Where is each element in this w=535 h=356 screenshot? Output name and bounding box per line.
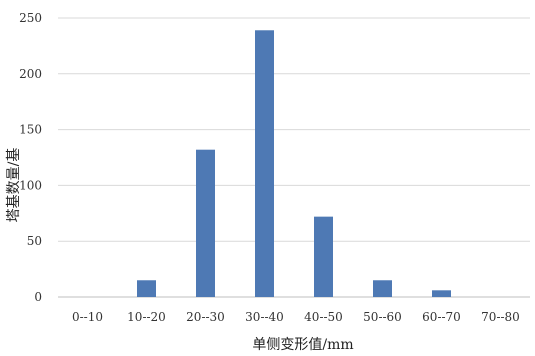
x-tick-label: 50--60 bbox=[363, 310, 402, 324]
y-tick-label: 250 bbox=[19, 11, 42, 25]
bars bbox=[137, 30, 451, 297]
y-axis-title: 塔基数量/基 bbox=[5, 148, 22, 223]
gridlines bbox=[58, 17, 530, 298]
bar bbox=[196, 149, 215, 297]
y-tick-label: 50 bbox=[27, 234, 42, 248]
x-tick-label: 10--20 bbox=[127, 310, 166, 324]
x-tick-label: 40--50 bbox=[304, 310, 343, 324]
bar bbox=[314, 216, 333, 297]
x-tick-labels: 0--10 10--20 20--30 30--40 40--50 50--60 60--7… bbox=[72, 310, 520, 324]
x-tick-label: 30--40 bbox=[245, 310, 284, 324]
x-tick-label: 70--80 bbox=[481, 310, 520, 324]
x-axis-title: 单侧变形值/mm bbox=[252, 337, 353, 353]
bar bbox=[255, 30, 274, 297]
x-tick-label: 0--10 bbox=[72, 310, 103, 324]
y-tick-label: 0 bbox=[34, 290, 42, 304]
y-tick-label: 150 bbox=[19, 123, 42, 137]
bar bbox=[137, 280, 156, 297]
y-tick-label: 100 bbox=[19, 178, 42, 192]
y-tick-label: 200 bbox=[19, 67, 42, 81]
bar bbox=[432, 290, 451, 297]
bar bbox=[373, 280, 392, 297]
x-tick-label: 60--70 bbox=[422, 310, 461, 324]
y-tick-labels: 0 50 100 150 200 250 bbox=[19, 11, 42, 304]
x-tick-label: 20--30 bbox=[186, 310, 225, 324]
